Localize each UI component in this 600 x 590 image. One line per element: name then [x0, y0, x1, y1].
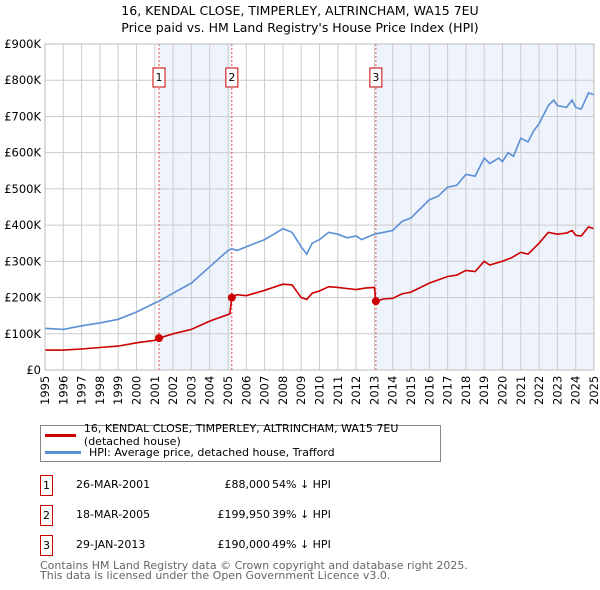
x-tick-label: 2013 [367, 376, 381, 405]
y-tick-label: £600K [4, 146, 41, 160]
y-tick-label: £800K [4, 73, 41, 87]
x-tick-label: 2022 [532, 376, 546, 405]
x-tick-label: 1995 [38, 376, 52, 405]
y-tick-label: £400K [4, 218, 41, 232]
transaction-date: 18-MAR-2005 [76, 508, 151, 521]
shaded-period [375, 44, 594, 370]
x-tick-label: 2001 [148, 376, 162, 405]
sale-point [371, 297, 380, 306]
transaction-price: £199,950 [217, 508, 271, 521]
legend-item-property: 16, KENDAL CLOSE, TIMPERLEY, ALTRINCHAM,… [41, 422, 440, 448]
y-tick-label: £700K [4, 109, 41, 123]
x-tick-label: 2010 [313, 376, 327, 405]
x-tick-label: 2016 [422, 376, 436, 405]
chart-title: 16, KENDAL CLOSE, TIMPERLEY, ALTRINCHAM,… [121, 3, 479, 18]
x-tick-label: 2009 [294, 376, 308, 405]
y-tick-label: £500K [4, 182, 41, 196]
y-tick-label: £0 [26, 363, 41, 377]
transaction-number: 3 [40, 535, 53, 556]
legend: 16, KENDAL CLOSE, TIMPERLEY, ALTRINCHAM,… [40, 422, 441, 462]
chart-subtitle: Price paid vs. HM Land Registry's House … [121, 20, 479, 35]
transaction-date: 29-JAN-2013 [76, 538, 146, 551]
sale-marker-label: 2 [228, 71, 235, 84]
footer-copyright: Contains HM Land Registry data © Crown c… [40, 559, 468, 572]
series-line [44, 91, 595, 331]
transaction-number: 2 [40, 505, 53, 526]
legend-swatch-hpi [45, 450, 81, 454]
x-tick-label: 2019 [477, 376, 491, 405]
x-tick-label: 2021 [514, 376, 528, 405]
x-tick-label: 2011 [331, 376, 345, 405]
x-tick-label: 2018 [459, 376, 473, 405]
transaction-hpi-diff: 54% ↓ HPI [272, 478, 331, 491]
x-tick-label: 2003 [184, 376, 198, 405]
legend-label-property: 16, KENDAL CLOSE, TIMPERLEY, ALTRINCHAM,… [83, 422, 399, 448]
series-line [45, 225, 595, 351]
x-tick-label: 2025 [587, 376, 600, 405]
x-tick-label: 2012 [349, 376, 363, 405]
sale-marker-label: 3 [372, 71, 379, 84]
transaction-hpi-diff: 39% ↓ HPI [272, 508, 331, 521]
plot-border [44, 43, 595, 371]
x-tick-label: 2023 [550, 376, 564, 405]
sale-marker-box [369, 67, 383, 88]
x-tick-label: 2014 [386, 376, 400, 405]
x-tick-label: 2005 [221, 376, 235, 405]
footer-licence: This data is licensed under the Open Gov… [40, 569, 391, 582]
x-tick-label: 1997 [75, 376, 89, 405]
legend-item-hpi: HPI: Average price, detached house, Traf… [41, 444, 335, 460]
x-tick-label: 1998 [93, 376, 107, 405]
x-tick-label: 1996 [56, 376, 70, 405]
sale-point [155, 334, 164, 343]
x-tick-label: 2015 [404, 376, 418, 405]
x-tick-label: 1999 [111, 376, 125, 405]
x-tick-label: 2008 [276, 376, 290, 405]
transaction-hpi-diff: 49% ↓ HPI [272, 538, 331, 551]
x-tick-label: 2007 [258, 376, 272, 405]
y-tick-label: £900K [4, 37, 41, 51]
x-tick-label: 2006 [239, 376, 253, 405]
sale-marker-label: 1 [156, 71, 163, 84]
x-tick-label: 2002 [166, 376, 180, 405]
x-tick-label: 2024 [569, 376, 583, 405]
price-chart: 1995 1996 1997 1998 1999 2000 2001 2002 2003 2004… [4, 37, 600, 405]
transaction-number: 1 [40, 475, 53, 496]
shaded-period [159, 44, 232, 370]
transaction-price: £190,000 [217, 538, 271, 551]
y-tick-label: £100K [4, 327, 41, 341]
x-tick-label: 2000 [130, 376, 144, 405]
sale-marker-box [152, 67, 166, 88]
x-tick-label: 2004 [203, 376, 217, 405]
sale-marker-box [225, 67, 239, 88]
sale-point [227, 293, 236, 302]
y-tick-label: £200K [4, 291, 41, 305]
x-tick-label: 2020 [496, 376, 510, 405]
transaction-price: £88,000 [224, 478, 271, 491]
transaction-date: 26-MAR-2001 [76, 478, 151, 491]
x-tick-label: 2017 [441, 376, 455, 405]
legend-label-hpi: HPI: Average price, detached house, Traf… [89, 445, 335, 459]
legend-swatch-property [45, 433, 76, 437]
y-tick-label: £300K [4, 254, 41, 268]
